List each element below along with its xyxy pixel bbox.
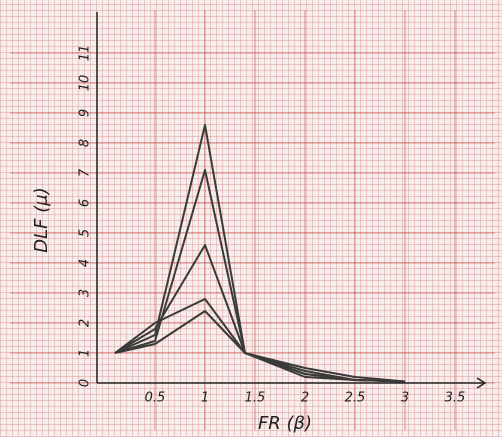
data-line: [114, 310, 406, 383]
y-tick-label: 0: [78, 379, 93, 387]
y-tick-label: 7: [78, 168, 93, 177]
x-tick-label: 3.5: [445, 391, 466, 406]
x-tick-label: 2: [301, 391, 309, 406]
y-tick-label: 4: [78, 259, 93, 267]
y-tick-label: 10: [78, 75, 93, 92]
y-axis-title: DLF (μ): [31, 187, 52, 252]
y-tick-label: 1: [78, 349, 93, 357]
data-line: [114, 169, 406, 383]
x-tick-label: 2.5: [345, 391, 366, 406]
y-tick-label: 3: [78, 289, 93, 297]
data-line: [114, 244, 406, 383]
x-tick-label: 0.5: [145, 391, 166, 406]
x-axis-title: FR (β): [258, 413, 312, 434]
y-tick-label: 11: [78, 45, 93, 62]
x-tick-label: 1: [201, 391, 209, 406]
data-line: [114, 298, 406, 383]
y-tick-label: 2: [78, 319, 93, 327]
y-tick-label: 8: [78, 139, 93, 147]
y-tick-label: 5: [78, 229, 93, 237]
y-tick-label: 6: [78, 199, 93, 207]
y-tick-label: 9: [78, 109, 93, 117]
data-line: [114, 124, 406, 383]
x-tick-label: 1.5: [245, 391, 266, 406]
x-axis-arrow: [476, 377, 487, 389]
x-tick-label: 3: [401, 391, 409, 406]
